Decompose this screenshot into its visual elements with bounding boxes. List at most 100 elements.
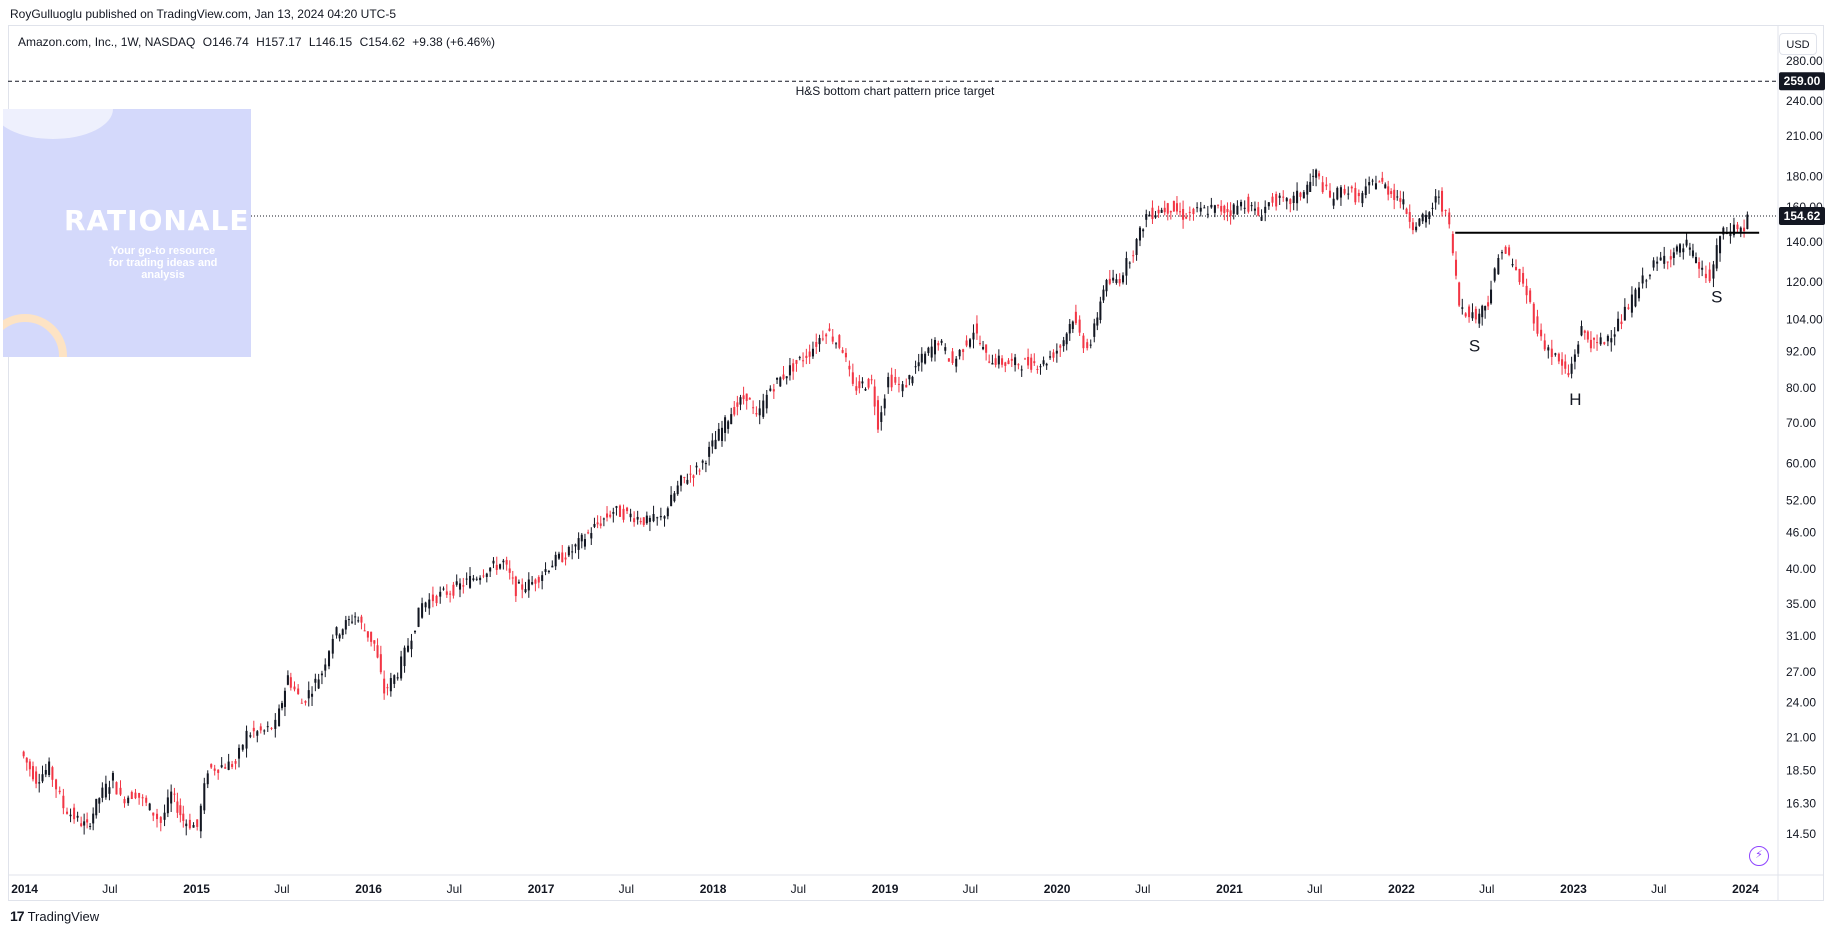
candle-body (828, 328, 831, 331)
candle-body (1540, 329, 1543, 337)
candle-body (203, 783, 206, 811)
candle-body (1701, 267, 1704, 270)
candle-body (639, 520, 642, 523)
candle-body (602, 518, 605, 520)
candle-body (1045, 363, 1048, 366)
candle-body (633, 518, 636, 523)
x-tick-label: Jul (1307, 882, 1322, 896)
x-tick-label: 2015 (183, 882, 210, 896)
candle-body (788, 365, 791, 376)
candle-body (666, 508, 669, 517)
candle-body (1497, 257, 1500, 275)
candle-body (914, 366, 917, 368)
candle-body (210, 764, 213, 768)
candle-body (1185, 216, 1188, 219)
candle-body (1175, 203, 1178, 212)
candle-body (188, 819, 191, 829)
candle-body (1318, 173, 1321, 177)
tradingview-logo[interactable]: 17 TradingView (10, 908, 99, 924)
pattern-annotation: H (1569, 390, 1581, 409)
candle-body (927, 347, 930, 354)
candle-body (28, 761, 31, 770)
candle-body (127, 797, 130, 804)
candle-body (1302, 192, 1305, 199)
symbol-legend[interactable]: Amazon.com, Inc., 1W, NASDAQ O146.74 H15… (18, 35, 499, 49)
candle-body (1128, 262, 1131, 264)
candle-body (505, 559, 508, 565)
candle-body (311, 693, 314, 697)
candle-body (424, 602, 427, 608)
candle-body (876, 400, 880, 430)
candle-body (739, 397, 742, 405)
last-price-label: 154.62 (1784, 209, 1821, 223)
candle-body (1039, 366, 1042, 368)
candle-body (1368, 182, 1371, 186)
candle-body (551, 565, 554, 568)
candle-body (670, 494, 673, 507)
rationale-watermark: RATIONALE Your go-to resource for tradin… (3, 109, 251, 357)
x-tick-label: Jul (963, 882, 978, 896)
candle-body (73, 807, 76, 820)
candle-body (1415, 226, 1418, 231)
candle-body (65, 811, 69, 814)
candle-body (648, 517, 651, 522)
candle-body (1434, 196, 1437, 203)
candle-body (1387, 186, 1390, 195)
candle-body (867, 378, 870, 388)
candle-body (742, 395, 745, 400)
candle-body (1292, 195, 1295, 204)
candle-body (1458, 282, 1461, 306)
y-tick-label: 60.00 (1786, 456, 1816, 470)
candle-body (1634, 289, 1637, 307)
candle-body (1474, 308, 1477, 320)
candle-body (1418, 218, 1421, 226)
y-tick-label: 92.00 (1786, 345, 1816, 359)
candle-body (1493, 268, 1496, 281)
candle-body (908, 375, 911, 380)
candle-body (1620, 321, 1623, 325)
candle-body (1339, 187, 1342, 198)
candle-body (1052, 352, 1055, 358)
candle-body (1014, 357, 1017, 366)
candle-body (1042, 360, 1045, 365)
candle-body (179, 805, 182, 816)
candle-body (300, 702, 303, 704)
candle-body (455, 581, 458, 585)
candle-body (1199, 207, 1202, 212)
candle-body (1192, 208, 1195, 215)
candle-body (880, 412, 883, 422)
candle-body (994, 358, 997, 365)
candle-body (206, 773, 209, 785)
candle-body (792, 363, 795, 372)
candle-body (683, 476, 686, 478)
candle-body (231, 764, 234, 767)
candle-body (166, 797, 169, 814)
candle-body (776, 377, 779, 380)
candle-body (1082, 335, 1085, 349)
lightning-icon[interactable]: ⚡ (1749, 846, 1769, 866)
candle-body (798, 357, 801, 359)
candle-body (982, 346, 985, 350)
candle-body (1550, 348, 1553, 357)
x-tick-label: 2024 (1732, 882, 1759, 896)
currency-button[interactable]: USD (1779, 33, 1817, 55)
candle-body (821, 338, 824, 340)
candle-body (1306, 184, 1309, 195)
candle-body (1715, 245, 1718, 269)
candle-body (62, 795, 65, 809)
candle-body (609, 514, 612, 517)
candle-body (1062, 340, 1065, 347)
candle-body (727, 421, 730, 429)
change-value: +9.38 (+6.46%) (412, 35, 496, 49)
candle-body (159, 817, 162, 823)
candle-body (431, 594, 434, 602)
candle-body (1078, 319, 1081, 333)
candle-body (1428, 212, 1431, 220)
candle-body (259, 726, 262, 731)
candle-body (1577, 344, 1580, 354)
candle-body (599, 523, 602, 526)
candle-body (1481, 305, 1484, 318)
candle-body (1712, 264, 1715, 279)
candle-body (1049, 356, 1052, 358)
